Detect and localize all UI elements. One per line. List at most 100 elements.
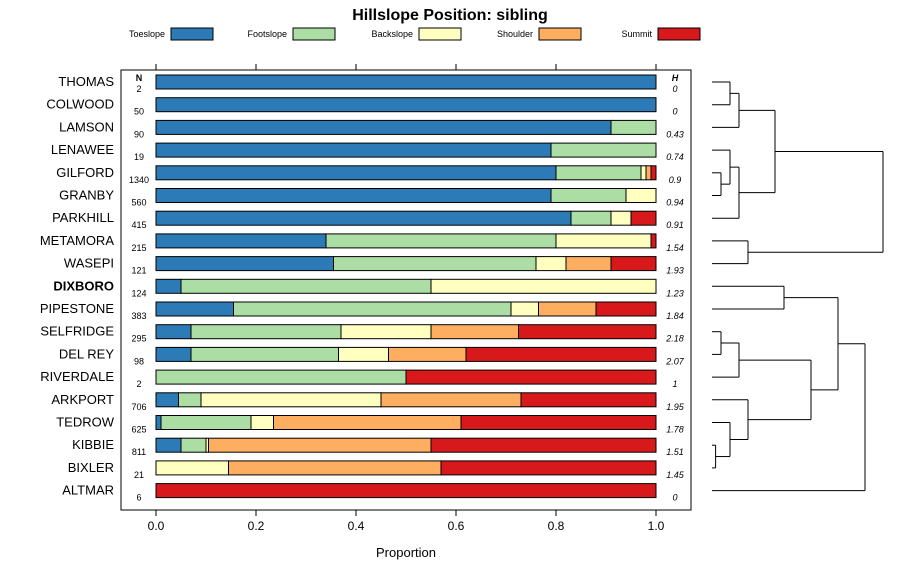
bar-segment-footslope xyxy=(155,369,407,385)
bar-segment-summit xyxy=(430,437,657,453)
n-value: 415 xyxy=(131,220,146,230)
bar-segment-shoulder xyxy=(538,301,597,317)
row-lenawee: LENAWEE 19 0.74 xyxy=(51,142,684,162)
bar-segment-summit xyxy=(650,233,657,249)
bar-segment-summit xyxy=(630,210,657,226)
bar-segment-footslope xyxy=(190,346,339,362)
row-kibbie: KIBBIE 811 1.51 xyxy=(72,437,684,457)
bar-segment-backslope xyxy=(640,165,647,181)
bar-segment-footslope xyxy=(178,392,202,408)
category-label: WASEPI xyxy=(64,256,114,271)
h-value: 1.51 xyxy=(666,447,684,457)
bar-segment-toeslope xyxy=(155,74,657,90)
n-value: 124 xyxy=(131,288,146,298)
category-label: ARKPORT xyxy=(51,392,114,407)
bar-segment-footslope xyxy=(160,415,252,430)
bar-segment-shoulder xyxy=(380,392,522,408)
bar-segment-backslope xyxy=(625,188,657,203)
n-value: 811 xyxy=(132,447,146,457)
x-tick-label: 1.0 xyxy=(648,519,665,533)
row-colwood: COLWOOD 50 0 xyxy=(46,97,677,117)
bar-segment-summit xyxy=(405,369,657,385)
category-label: ALTMAR xyxy=(62,483,114,498)
h-value: 1 xyxy=(672,379,677,389)
bar-segment-backslope xyxy=(200,392,382,408)
row-riverdale: RIVERDALE 2 1 xyxy=(40,369,677,389)
bar-segment-toeslope xyxy=(155,346,192,362)
category-label: LENAWEE xyxy=(51,142,114,157)
category-label: THOMAS xyxy=(58,74,114,89)
legend-swatch-shoulder xyxy=(538,27,582,41)
bar-segment-footslope xyxy=(180,278,432,294)
bar-segment-summit xyxy=(465,346,657,362)
h-value: 0 xyxy=(672,493,677,503)
row-wasepi: WASEPI 121 1.93 xyxy=(64,256,684,276)
category-label: TEDROW xyxy=(56,415,115,430)
n-value: 625 xyxy=(131,425,146,435)
bar-segment-toeslope xyxy=(155,437,182,453)
n-value: 560 xyxy=(131,198,146,208)
bar-segment-footslope xyxy=(570,210,612,226)
bar-segment-shoulder xyxy=(430,324,519,340)
bar-segment-footslope xyxy=(550,142,657,158)
bar-segment-footslope xyxy=(333,256,537,272)
bar-segment-summit xyxy=(610,256,657,272)
h-value: 0 xyxy=(672,84,677,94)
h-value: 0.94 xyxy=(666,198,684,208)
row-arkport: ARKPORT 706 1.95 xyxy=(51,392,684,412)
bar-segment-shoulder xyxy=(388,346,467,362)
bar-segment-footslope xyxy=(325,233,557,249)
bar-segment-shoulder xyxy=(228,460,442,476)
category-label: RIVERDALE xyxy=(40,369,114,384)
h-value: 0.91 xyxy=(666,220,684,230)
row-metamora: METAMORA 215 1.54 xyxy=(40,233,684,253)
n-value: 215 xyxy=(131,243,146,253)
chart-title: Hillslope Position: sibling xyxy=(352,7,548,24)
n-value: 2 xyxy=(136,84,141,94)
bar-segment-backslope xyxy=(340,324,432,340)
bar-segment-footslope xyxy=(180,437,207,453)
bar-segment-footslope xyxy=(190,324,342,340)
bar-segment-footslope xyxy=(555,165,642,181)
h-value: 0.74 xyxy=(666,152,684,162)
x-tick-label: 0.2 xyxy=(248,519,265,533)
bar-segment-shoulder xyxy=(565,256,612,272)
bar-segment-summit xyxy=(520,392,657,408)
legend-swatch-summit xyxy=(657,27,701,41)
legend-label-backslope: Backslope xyxy=(371,29,413,39)
bar-segment-footslope xyxy=(233,301,512,317)
h-column-header: H xyxy=(672,73,679,83)
x-tick-label: 0.4 xyxy=(348,519,365,533)
h-value: 1.84 xyxy=(666,311,684,321)
bar-segment-toeslope xyxy=(155,233,327,249)
row-del-rey: DEL REY 98 2.07 xyxy=(59,346,685,366)
bar-segment-backslope xyxy=(338,346,389,362)
n-value: 21 xyxy=(134,470,144,480)
bar-segment-summit xyxy=(518,324,657,340)
bar-segment-summit xyxy=(595,301,657,317)
bar-segment-backslope xyxy=(555,233,652,249)
category-label: DIXBORO xyxy=(53,278,114,293)
row-thomas: THOMAS 2 0 xyxy=(58,74,677,94)
n-value: 706 xyxy=(131,402,146,412)
x-axis: 0.0 0.2 0.4 0.6 0.8 1.0 xyxy=(148,64,665,533)
bar-segment-footslope xyxy=(550,188,627,203)
row-tedrow: TEDROW 625 1.78 xyxy=(56,415,684,435)
bar-segment-backslope xyxy=(250,415,274,430)
x-tick-label: 0.0 xyxy=(148,519,165,533)
bar-segment-shoulder xyxy=(273,415,462,430)
bar-segment-toeslope xyxy=(155,97,657,113)
n-value: 50 xyxy=(134,107,144,117)
bar-segment-summit xyxy=(460,415,657,430)
legend-swatch-backslope xyxy=(418,27,462,41)
bar-segment-footslope xyxy=(610,119,657,135)
n-value: 6 xyxy=(136,493,141,503)
x-tick-label: 0.6 xyxy=(448,519,465,533)
category-label: KIBBIE xyxy=(72,437,114,452)
bar-segment-summit xyxy=(650,165,657,181)
category-label: COLWOOD xyxy=(46,97,114,112)
bar-segment-backslope xyxy=(535,256,567,272)
legend-label-summit: Summit xyxy=(621,29,652,39)
h-value: 2.07 xyxy=(665,356,685,366)
bar-segment-toeslope xyxy=(155,415,162,430)
